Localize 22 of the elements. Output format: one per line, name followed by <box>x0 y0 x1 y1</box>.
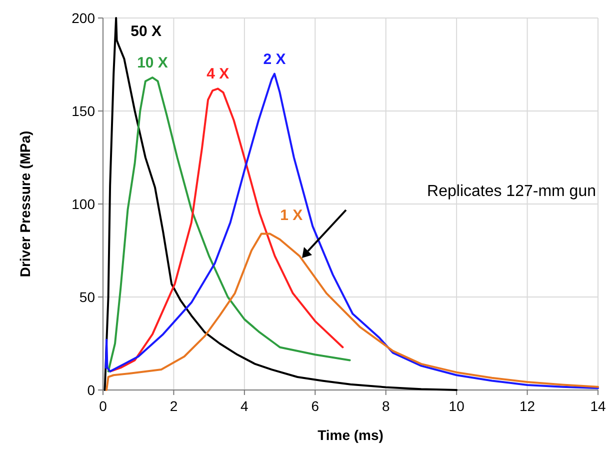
y-tick-label: 150 <box>72 103 96 119</box>
x-tick-label: 4 <box>240 398 249 414</box>
x-tick-label: 10 <box>448 398 465 414</box>
x-tick-label: 0 <box>99 398 108 414</box>
series-label: 4 X <box>206 66 230 83</box>
y-tick-label: 0 <box>87 382 96 398</box>
series-label: 50 X <box>130 23 162 40</box>
line-series <box>106 232 599 391</box>
series-label: 10 X <box>137 54 168 72</box>
annotation: Replicates 127-mm gun <box>427 183 596 200</box>
y-tick-label: 50 <box>79 289 96 305</box>
y-tick-label: 200 <box>72 10 96 26</box>
series-label: 1 X <box>280 206 303 224</box>
series-label: 2 X <box>263 50 286 68</box>
y-axis-title: Driver Pressure (MPa) <box>17 130 33 278</box>
x-tick-label: 8 <box>382 398 390 414</box>
x-tick-label: 14 <box>590 398 606 414</box>
x-axis-title: Time (ms) <box>318 427 384 443</box>
x-tick-label: 6 <box>311 398 320 414</box>
x-tick-label: 12 <box>519 398 536 414</box>
y-tick-label: 100 <box>72 196 96 212</box>
x-tick-label: 2 <box>170 398 178 414</box>
